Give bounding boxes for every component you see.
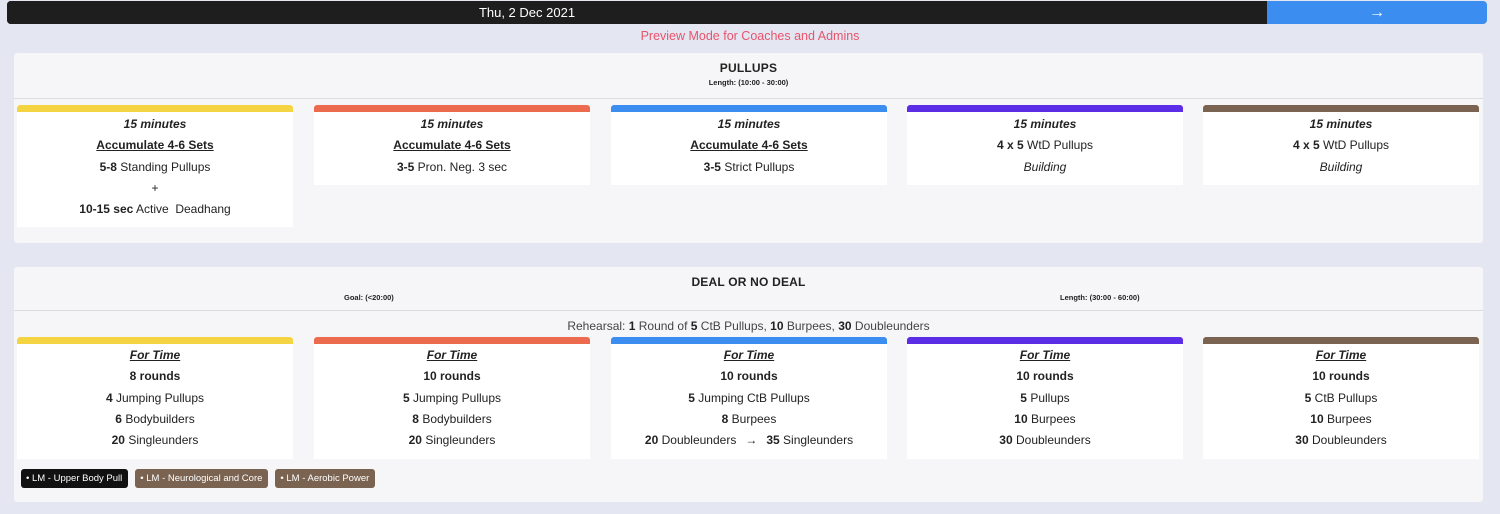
card-movement: 5 Jumping CtB Pullups (688, 390, 810, 405)
card-format: Accumulate 4-6 Sets (393, 138, 511, 153)
card-movement: 4 x 5 WtD Pullups (996, 138, 1094, 153)
card-format: For Time (426, 348, 478, 362)
card-movement: 10 Burpees (1310, 411, 1372, 426)
tag-upper-body-pull[interactable]: • LM - Upper Body Pull (21, 469, 129, 488)
card-movement: 4 x 5 WtD Pullups (1292, 138, 1390, 153)
level-card-purple[interactable]: For Time 10 rounds 5 Pullups 10 Burpees … (907, 337, 1183, 459)
card-format: For Time (1315, 348, 1367, 362)
card-time: 15 minutes (1309, 117, 1373, 131)
level-card-brown[interactable]: For Time 10 rounds 5 CtB Pullups 10 Burp… (1203, 337, 1479, 459)
workout-section-pullups: PULLUPS Length: (10:00 - 30:00) 15 minut… (14, 53, 1483, 243)
card-movement: 5-8 Standing Pullups (99, 159, 211, 174)
section-goal: Goal: (<20:00) (344, 293, 394, 302)
level-color-bar (1203, 105, 1479, 112)
level-card-orange[interactable]: For Time 10 rounds 5 Jumping Pullups 8 B… (314, 337, 590, 459)
section-length: Length: (10:00 - 30:00) (708, 78, 789, 87)
card-time: 15 minutes (717, 117, 781, 131)
card-movement: 10-15 sec Active Deadhang (79, 202, 231, 217)
card-format: Accumulate 4-6 Sets (690, 138, 808, 153)
section-header: DEAL OR NO DEAL Goal: (<20:00) Length: (… (14, 267, 1483, 311)
level-color-bar (1203, 337, 1479, 344)
card-movement: 5 Pullups (1020, 390, 1070, 405)
level-card-yellow[interactable]: 15 minutes Accumulate 4-6 Sets 5-8 Stand… (17, 105, 293, 228)
card-rounds: 10 rounds (1312, 369, 1370, 384)
card-movement: 10 Burpees (1014, 411, 1076, 426)
card-movement: 4 Jumping Pullups (105, 390, 205, 405)
workout-section-deal-or-no-deal: DEAL OR NO DEAL Goal: (<20:00) Length: (… (14, 267, 1483, 502)
card-rounds: 10 rounds (1016, 369, 1074, 384)
tag-aerobic-power[interactable]: • LM - Aerobic Power (275, 469, 376, 488)
section-header: PULLUPS Length: (10:00 - 30:00) (14, 53, 1483, 99)
card-format: Accumulate 4-6 Sets (96, 138, 214, 153)
card-movement: 5 CtB Pullups (1304, 390, 1378, 405)
preview-mode-notice: Preview Mode for Coaches and Admins (640, 29, 860, 43)
card-movement: 8 Burpees (721, 411, 777, 426)
card-movement: 3-5 Strict Pullups (703, 159, 795, 174)
card-format: For Time (723, 348, 775, 362)
card-note: Building (1319, 159, 1363, 174)
card-movement: 20 Doubleunders → 35 Singleunders (644, 433, 854, 448)
level-color-bar (17, 105, 293, 112)
card-movement: 8 Bodybuilders (412, 411, 492, 426)
card-rounds: 8 rounds (129, 369, 181, 384)
card-movement: 30 Doubleunders (999, 433, 1091, 448)
level-card-purple[interactable]: 15 minutes 4 x 5 WtD Pullups Building (907, 105, 1183, 185)
card-rounds: 10 rounds (423, 369, 481, 384)
level-color-bar (611, 105, 887, 112)
card-movement: 20 Singleunders (408, 433, 496, 448)
arrow-right-icon: → (745, 433, 758, 448)
card-format: For Time (1019, 348, 1071, 362)
card-movement: 5 Jumping Pullups (402, 390, 502, 405)
section-title: DEAL OR NO DEAL (691, 275, 806, 289)
rehearsal-text: Rehearsal: 1 Round of 5 CtB Pullups, 10 … (567, 319, 930, 333)
card-time: 15 minutes (420, 117, 484, 131)
card-plus: + (151, 180, 159, 195)
card-format: For Time (129, 348, 181, 362)
level-card-orange[interactable]: 15 minutes Accumulate 4-6 Sets 3-5 Pron.… (314, 105, 590, 185)
level-color-bar (314, 105, 590, 112)
card-time: 15 minutes (123, 117, 187, 131)
card-movement: 3-5 Pron. Neg. 3 sec (396, 159, 508, 174)
level-card-blue[interactable]: For Time 10 rounds 5 Jumping CtB Pullups… (611, 337, 887, 459)
level-color-bar (17, 337, 293, 344)
card-rounds: 10 rounds (720, 369, 778, 384)
level-color-bar (314, 337, 590, 344)
card-time: 15 minutes (1013, 117, 1077, 131)
level-color-bar (907, 105, 1183, 112)
level-color-bar (907, 337, 1183, 344)
arrow-right-icon: → (1369, 3, 1385, 21)
next-day-button[interactable]: → (1267, 1, 1487, 24)
section-title: PULLUPS (719, 61, 778, 75)
level-card-brown[interactable]: 15 minutes 4 x 5 WtD Pullups Building (1203, 105, 1479, 185)
card-note: Building (1023, 159, 1067, 174)
card-movement: 20 Singleunders (111, 433, 199, 448)
level-card-blue[interactable]: 15 minutes Accumulate 4-6 Sets 3-5 Stric… (611, 105, 887, 185)
level-card-yellow[interactable]: For Time 8 rounds 4 Jumping Pullups 6 Bo… (17, 337, 293, 459)
date-navigation-bar: ← Thu, 2 Dec 2021 → (7, 1, 1487, 24)
card-movement: 30 Doubleunders (1295, 433, 1387, 448)
section-length: Length: (30:00 - 60:00) (1060, 293, 1140, 302)
tag-neurological-and-core[interactable]: • LM - Neurological and Core (135, 469, 269, 488)
tag-list: • LM - Upper Body Pull • LM - Neurologic… (21, 469, 376, 488)
card-movement: 6 Bodybuilders (115, 411, 195, 426)
current-date: Thu, 2 Dec 2021 (7, 1, 1267, 24)
level-color-bar (611, 337, 887, 344)
